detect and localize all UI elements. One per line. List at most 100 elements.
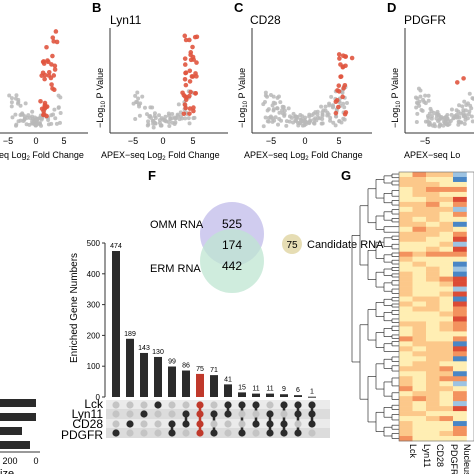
volcano-point-red [187, 79, 193, 84]
upset-matrix-dot-inactive [266, 401, 274, 409]
volcano-point-red [191, 105, 196, 110]
heatmap-col-label-cd28: CD28 [435, 444, 445, 467]
volcano-b-tick-neg5: −5 [128, 136, 138, 146]
heatmap-cell [399, 201, 413, 208]
heatmap-cell [439, 221, 454, 228]
volcano-point-red [182, 33, 188, 39]
heatmap-cell [399, 231, 413, 238]
venn-candidate-label: Candidate RNA [307, 239, 384, 251]
volcano-point-grey [167, 113, 172, 118]
volcano-point-grey [49, 121, 54, 126]
volcano-point-grey [328, 115, 333, 120]
volcano-point-grey [192, 115, 197, 120]
volcano-b-tick-5: 5 [190, 136, 195, 146]
upset-bar-label: 75 [196, 366, 204, 373]
upset-bar [126, 338, 134, 397]
volcano-point-grey [14, 93, 19, 98]
heatmap-cell [399, 186, 413, 193]
heatmap-cell [453, 351, 467, 357]
heatmap-cell [439, 266, 454, 272]
heatmap-cell [439, 331, 454, 337]
heatmap-cell [453, 196, 467, 203]
volcano-point-grey [428, 106, 433, 111]
heatmap-cell [426, 286, 440, 292]
volcano-point-grey [270, 103, 275, 108]
heatmap-cell [426, 346, 440, 352]
volcano-point-grey [10, 115, 15, 120]
upset-bar [182, 370, 190, 397]
volcano-point-grey [462, 99, 467, 104]
volcano-point-red [333, 110, 339, 116]
volcano-point-grey [342, 105, 347, 110]
heatmap-cell [426, 381, 440, 387]
volcano-point-red [337, 56, 342, 61]
heatmap-cell [453, 306, 467, 312]
volcano-panel-c: C CD28 −Log10 P Value −5 0 5 APEX−seq Lo… [234, 0, 372, 162]
volcano-point-grey [7, 93, 12, 98]
heatmap-cell [399, 266, 413, 272]
heatmap-cell [453, 401, 467, 407]
heatmap-panel: G Lck Lyn11 CD28 PDGFR Nucleus [341, 168, 474, 474]
heatmap-cell [439, 386, 454, 392]
upset-y-tick-label: 300 [87, 301, 101, 310]
heatmap-cell [412, 261, 427, 267]
volcano-point-grey [329, 94, 334, 99]
heatmap-cell [412, 226, 427, 233]
volcano-point-grey [150, 105, 155, 110]
heatmap-cell [439, 351, 454, 357]
upset-bar-label: 86 [182, 363, 190, 370]
heatmap-cell [426, 401, 440, 407]
upset-bar-label: 189 [124, 331, 136, 338]
heatmap-cell [439, 311, 454, 317]
heatmap-cell [426, 376, 440, 382]
upset-matrix-dot-inactive [154, 410, 162, 418]
heatmap-cell [412, 291, 427, 297]
set-size-bar-lyn11 [0, 413, 36, 421]
heatmap-cell [399, 401, 413, 407]
volcano-point-grey [327, 103, 332, 108]
volcano-point-grey [426, 93, 431, 98]
volcano-point-grey [133, 117, 138, 122]
volcano-point-grey [30, 121, 35, 126]
volcano-point-red [181, 92, 187, 98]
volcano-point-grey [415, 111, 420, 116]
volcano-b-xlabel: APEX−seq Log2 Fold Change [101, 150, 220, 162]
heatmap-cell [412, 436, 427, 442]
set-size-bar-pdgfr [0, 441, 30, 449]
venn-erm-circle [200, 229, 264, 293]
volcano-point-red [336, 83, 342, 88]
volcano-point-grey [28, 116, 33, 121]
heatmap-cell [426, 296, 440, 302]
heatmap-cell [399, 221, 413, 228]
upset-matrix-dot-inactive [238, 420, 246, 428]
volcano-point-red [183, 97, 189, 103]
volcano-a-points [7, 29, 63, 128]
upset-matrix-dot-active [196, 420, 204, 428]
volcano-point-red [191, 57, 196, 62]
heatmap-cell [453, 436, 467, 442]
volcano-point-grey [333, 114, 338, 119]
upset-matrix-dot-inactive [294, 420, 302, 428]
volcano-point-grey [323, 104, 328, 109]
volcano-point-red [194, 60, 199, 65]
volcano-point-grey [131, 101, 136, 106]
volcano-point-red [188, 52, 193, 58]
volcano-panel-d: D PDGFR −Log10 P Value −5 APEX−seq Lo [387, 0, 474, 160]
volcano-point-grey [426, 98, 431, 103]
heatmap-cell [426, 396, 440, 402]
volcano-point-grey [13, 112, 18, 117]
volcano-point-red [183, 105, 188, 111]
upset-matrix-dot-active [280, 401, 288, 409]
heatmap-cell [399, 191, 413, 198]
volcano-point-red [42, 76, 47, 82]
upset-matrix-dot-active [196, 410, 204, 418]
heatmap-cell [453, 241, 467, 248]
upset-matrix-dot-inactive [182, 401, 190, 409]
heatmap-cell [426, 211, 440, 218]
volcano-point-red [193, 90, 199, 96]
heatmap-cell [399, 371, 413, 377]
heatmap-cell [412, 176, 427, 183]
volcano-d-ylabel: −Log10 P Value [390, 68, 402, 128]
upset-matrix-dot-active [210, 410, 218, 418]
heatmap-cell [453, 246, 467, 253]
